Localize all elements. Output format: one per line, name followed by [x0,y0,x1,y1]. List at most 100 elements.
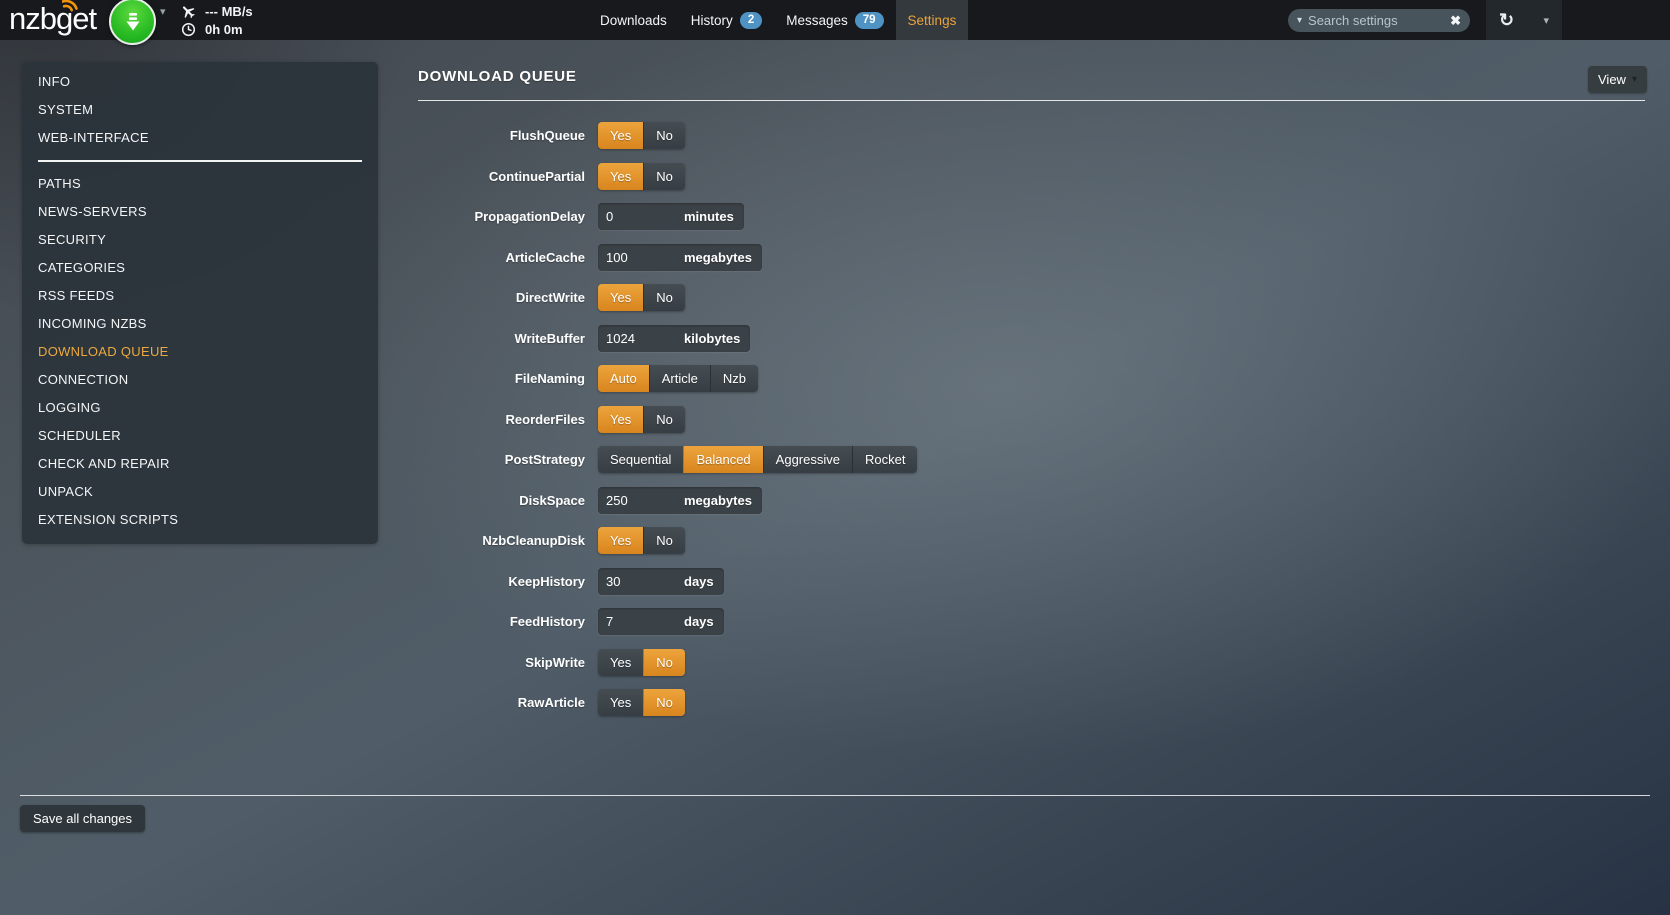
articlecache-input[interactable] [598,243,682,271]
sidebar-item-categories[interactable]: CATEGORIES [38,260,126,275]
sidebar-item-incoming-nzbs[interactable]: INCOMING NZBS [38,316,147,331]
sidebar-item-web-interface[interactable]: WEB-INTERFACE [38,130,149,145]
setting-row-writebuffer: WriteBuffer kilobytes [418,324,1648,352]
nav-messages[interactable]: Messages 79 [774,0,895,40]
option-yes[interactable]: Yes [598,122,644,149]
setting-label: ContinuePartial [488,168,585,184]
sidebar-item-check-and-repair[interactable]: CHECK AND REPAIR [38,456,170,471]
unit-label: days [684,573,714,589]
option-yes[interactable]: Yes [598,162,644,190]
setting-label: WriteBuffer [514,330,585,346]
option-no[interactable]: No [643,527,685,554]
setting-label: PropagationDelay [474,209,585,224]
sidebar-item-connection[interactable]: CONNECTION [38,372,129,387]
sidebar-item-paths[interactable]: PATHS [38,176,81,191]
nav-downloads[interactable]: Downloads [588,0,679,40]
setting-row-nzbcleanupdisk: NzbCleanupDisk Yes No [418,527,1648,554]
view-button-label: View [1598,72,1626,87]
setting-label: NzbCleanupDisk [482,533,585,548]
option-balanced[interactable]: Balanced [683,446,763,473]
main-nav: Downloads History 2 Messages 79 Settings [588,0,969,40]
setting-row-directwrite: DirectWrite Yes No [418,284,1648,311]
setting-row-poststrategy: PostStrategy Sequential Balanced Aggress… [418,446,1648,473]
search-box: ▾ ✖ [1288,9,1470,32]
option-aggressive[interactable]: Aggressive [762,446,852,473]
download-toggle-button[interactable] [109,0,156,45]
unit-label: kilobytes [684,330,741,346]
setting-row-keephistory: KeepHistory days [418,567,1648,595]
keephistory-input[interactable] [598,567,682,595]
setting-label: FeedHistory [509,614,585,629]
footer-divider [20,795,1650,796]
setting-row-reorderfiles: ReorderFiles Yes No [418,405,1648,433]
logo-signal-icon [62,0,78,12]
title-divider [418,100,1645,101]
refresh-icon[interactable]: ↻ [1499,10,1515,30]
option-rocket[interactable]: Rocket [851,446,918,473]
unit-label: megabytes [684,249,752,265]
writebuffer-input[interactable] [598,324,682,352]
sidebar-item-scheduler[interactable]: SCHEDULER [38,428,121,443]
option-yes[interactable]: Yes [598,689,644,716]
sidebar-item-rss-feeds[interactable]: RSS FEEDS [38,288,115,303]
search-clear-icon[interactable]: ✖ [1450,12,1461,28]
toggle-group: Yes No [598,162,685,190]
settings-sidebar: INFO SYSTEM WEB-INTERFACE PATHS NEWS-SER… [22,62,378,544]
setting-row-rawarticle: RawArticle Yes No [418,689,1648,716]
setting-row-filenaming: FileNaming Auto Article Nzb [418,365,1648,392]
toggle-group: Yes No [598,648,685,676]
sidebar-item-news-servers[interactable]: NEWS-SERVERS [38,204,147,219]
feedhistory-input[interactable] [598,608,682,635]
option-sequential[interactable]: Sequential [598,446,684,473]
toggle-group: Yes No [598,689,685,716]
setting-label: DiskSpace [519,492,585,508]
view-button[interactable]: View ▾ [1588,66,1647,93]
sidebar-item-system[interactable]: SYSTEM [38,102,94,117]
setting-row-skipwrite: SkipWrite Yes No [418,648,1648,676]
setting-label: FlushQueue [509,128,585,143]
nav-messages-label: Messages [786,12,848,28]
nav-settings[interactable]: Settings [895,0,969,40]
page-title: DOWNLOAD QUEUE [418,68,577,85]
input-group: kilobytes [598,324,751,352]
search-options-caret-icon[interactable]: ▾ [1297,15,1303,26]
unit-label: megabytes [684,492,752,508]
download-menu-caret-icon[interactable]: ▾ [160,6,166,18]
option-yes[interactable]: Yes [598,527,644,554]
time-left-value: 0h 0m [205,21,243,37]
sidebar-item-extension-scripts[interactable]: EXTENSION SCRIPTS [38,512,179,527]
speed-status: --- MB/s [180,2,253,20]
option-no[interactable]: No [643,284,685,311]
option-no[interactable]: No [643,405,685,433]
nav-history-label: History [690,12,733,28]
option-article[interactable]: Article [648,365,710,392]
status-indicators: --- MB/s 0h 0m [180,2,253,38]
search-input[interactable] [1308,13,1445,28]
option-no[interactable]: No [643,648,685,676]
sidebar-item-download-queue[interactable]: DOWNLOAD QUEUE [38,344,169,359]
unit-label: minutes [684,209,734,224]
option-no[interactable]: No [643,689,685,716]
setting-row-propagationdelay: PropagationDelay minutes [418,203,1648,230]
diskspace-input[interactable] [598,486,682,514]
sidebar-item-security[interactable]: SECURITY [38,232,107,247]
option-yes[interactable]: Yes [598,405,644,433]
option-yes[interactable]: Yes [598,648,644,676]
toggle-group: Yes No [598,122,685,149]
sidebar-item-logging[interactable]: LOGGING [38,400,101,415]
toggle-group: Yes No [598,527,685,554]
option-yes[interactable]: Yes [598,284,644,311]
clock-icon [180,22,197,37]
unit-label: days [684,614,714,629]
nav-history[interactable]: History 2 [679,0,774,40]
propagationdelay-input[interactable] [598,203,682,230]
topbar-menu-caret-icon[interactable]: ▾ [1543,14,1549,27]
option-no[interactable]: No [643,162,685,190]
save-all-changes-button[interactable]: Save all changes [20,805,146,832]
option-auto[interactable]: Auto [598,365,649,392]
option-nzb[interactable]: Nzb [709,365,758,392]
option-no[interactable]: No [643,122,685,149]
sidebar-item-unpack[interactable]: UNPACK [38,484,94,499]
sidebar-item-info[interactable]: INFO [38,74,71,89]
setting-label: ArticleCache [505,249,585,265]
